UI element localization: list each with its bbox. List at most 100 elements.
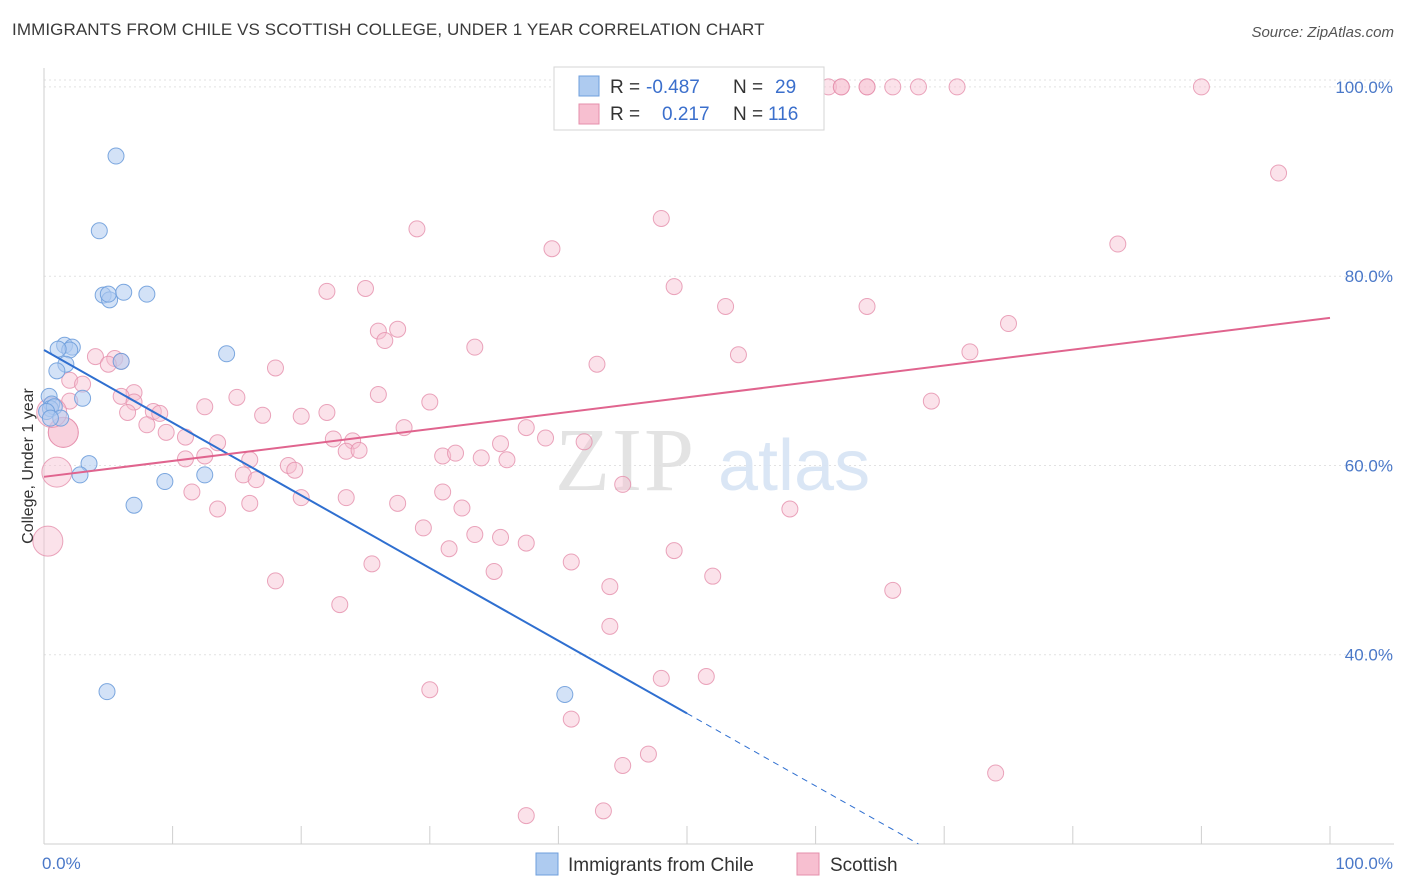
scottish-point xyxy=(176,428,194,446)
scottish-point xyxy=(157,423,175,441)
scottish-point xyxy=(183,483,201,501)
bottom-legend-chile-swatch xyxy=(535,852,559,876)
legend-n-value-1: 29 xyxy=(775,77,796,98)
bottom-legend-chile-label: Immigrants from Chile xyxy=(568,855,754,876)
axis-layer xyxy=(43,68,1394,845)
chart-title: IMMIGRANTS FROM CHILE VS SCOTTISH COLLEG… xyxy=(12,20,765,39)
scottish-point xyxy=(266,572,284,590)
chile-point xyxy=(138,285,156,303)
scottish-point xyxy=(665,278,683,296)
scottish-point xyxy=(884,581,902,599)
stats-legend: R = -0.487 N = 29 R = 0.217 N = 116 xyxy=(553,66,825,131)
bottom-legend-scottish-label: Scottish xyxy=(830,855,898,876)
chile-point xyxy=(125,496,143,514)
scottish-point xyxy=(472,449,490,467)
scottish-point xyxy=(466,526,484,544)
scottish-point xyxy=(601,617,619,635)
chile-point xyxy=(115,283,133,301)
scottish-point xyxy=(614,475,632,493)
scottish-point xyxy=(858,297,876,315)
scottish-point xyxy=(652,669,670,687)
scottish-point xyxy=(492,528,510,546)
chile-point xyxy=(90,222,108,240)
legend-r-label-1: R = xyxy=(610,77,640,98)
scottish-point xyxy=(987,764,1005,782)
scottish-point xyxy=(408,220,426,238)
scottish-point xyxy=(961,343,979,361)
scottish-point xyxy=(652,209,670,227)
scottish-point xyxy=(1109,235,1127,253)
y-tick-label-2: 80.0% xyxy=(1345,267,1393,286)
scottish-point xyxy=(337,489,355,507)
scottish-point xyxy=(562,553,580,571)
scottish-point xyxy=(196,398,214,416)
scottish-point xyxy=(909,78,927,96)
scottish-point xyxy=(884,78,902,96)
scottish-point xyxy=(421,393,439,411)
scottish-point xyxy=(948,78,966,96)
bottom-legend: Immigrants from Chile Scottish xyxy=(535,852,898,876)
watermark: ZIP atlas xyxy=(555,411,870,510)
scottish-point xyxy=(562,710,580,728)
scottish-point xyxy=(575,433,593,451)
scottish-point xyxy=(537,429,555,447)
scottish-point xyxy=(466,338,484,356)
chile-point xyxy=(156,473,174,491)
scottish-point xyxy=(492,435,510,453)
scottish-point xyxy=(517,534,535,552)
scottish-point xyxy=(517,807,535,825)
scottish-point xyxy=(209,500,227,518)
scottish-point xyxy=(389,320,407,338)
chile-point xyxy=(74,389,92,407)
scottish-point xyxy=(704,567,722,585)
chile-trend-extension xyxy=(686,712,919,845)
scottish-point xyxy=(1270,164,1288,182)
scottish-point xyxy=(781,500,799,518)
scottish-point xyxy=(337,442,355,460)
x-tick-label-0: 0.0% xyxy=(42,854,81,873)
scottish-point xyxy=(498,451,516,469)
scottish-point xyxy=(639,745,657,763)
scottish-point xyxy=(247,471,265,489)
scottish-point xyxy=(292,407,310,425)
scottish-point xyxy=(434,447,452,465)
scottish-point xyxy=(331,596,349,614)
y-axis-label: College, Under 1 year xyxy=(20,388,37,544)
chile-point xyxy=(196,466,214,484)
legend-r-label-2: R = xyxy=(610,104,640,125)
scottish-point xyxy=(389,494,407,512)
scottish-point xyxy=(254,406,272,424)
y-tick-label-3: 100.0% xyxy=(1335,78,1393,97)
scottish-point xyxy=(350,441,368,459)
legend-n-label-2: N = xyxy=(733,104,763,125)
scottish-point xyxy=(369,322,387,340)
chile-point xyxy=(112,352,130,370)
scottish-point xyxy=(318,403,336,421)
legend-r-value-2: 0.217 xyxy=(662,104,710,125)
trend-layer xyxy=(43,316,1331,845)
y-tick-label-0: 40.0% xyxy=(1345,646,1393,665)
chile-point xyxy=(556,685,574,703)
scottish-point xyxy=(1000,315,1017,333)
stats-legend-pink-swatch xyxy=(578,103,600,125)
scottish-point xyxy=(286,461,304,479)
scottish-point xyxy=(32,525,64,557)
scottish-point xyxy=(601,578,619,596)
scottish-point xyxy=(266,359,284,377)
scottish-point xyxy=(832,78,850,96)
y-tick-labels: 40.0% 60.0% 80.0% 100.0% xyxy=(1335,78,1393,665)
chile-point xyxy=(98,683,116,701)
scottish-point xyxy=(119,403,137,421)
chile-point xyxy=(71,466,89,484)
legend-n-label-1: N = xyxy=(733,77,763,98)
scottish-point xyxy=(517,419,535,437)
scottish-point xyxy=(363,555,381,573)
scottish-point xyxy=(729,346,747,364)
scottish-point xyxy=(614,756,632,774)
scottish-point xyxy=(369,385,387,403)
scottish-point xyxy=(414,519,432,537)
scottish-point xyxy=(697,667,715,685)
scottish-point xyxy=(41,456,73,488)
scottish-point xyxy=(421,681,439,699)
